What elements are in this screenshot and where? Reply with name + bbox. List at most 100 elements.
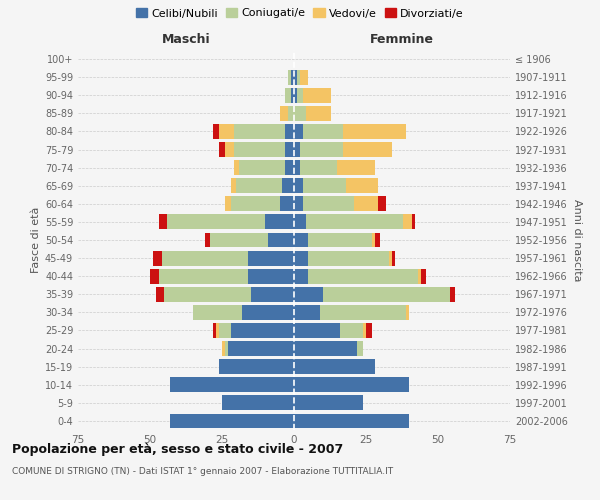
Bar: [308, 269, 418, 283]
Bar: [294, 323, 340, 338]
Bar: [248, 250, 294, 266]
Bar: [156, 287, 164, 302]
Bar: [300, 142, 343, 157]
Bar: [412, 214, 415, 230]
Bar: [219, 359, 294, 374]
Bar: [302, 88, 331, 102]
Bar: [294, 70, 297, 84]
Bar: [297, 88, 302, 102]
Bar: [225, 341, 228, 356]
Bar: [305, 106, 331, 121]
Bar: [358, 341, 363, 356]
Bar: [294, 378, 409, 392]
Bar: [214, 124, 219, 139]
Bar: [294, 196, 302, 211]
Bar: [308, 250, 389, 266]
Bar: [251, 287, 294, 302]
Bar: [193, 305, 242, 320]
Bar: [377, 196, 386, 211]
Y-axis label: Anni di nascita: Anni di nascita: [572, 198, 582, 281]
Bar: [389, 250, 392, 266]
Bar: [233, 142, 286, 157]
Bar: [230, 323, 294, 338]
Bar: [294, 142, 300, 157]
Bar: [286, 160, 294, 175]
Text: Femmine: Femmine: [370, 34, 434, 46]
Bar: [337, 160, 374, 175]
Bar: [294, 305, 320, 320]
Bar: [225, 142, 233, 157]
Bar: [219, 124, 233, 139]
Bar: [372, 232, 374, 248]
Bar: [280, 106, 288, 121]
Bar: [294, 160, 300, 175]
Bar: [300, 160, 337, 175]
Bar: [294, 396, 363, 410]
Bar: [294, 414, 409, 428]
Bar: [222, 396, 294, 410]
Bar: [320, 305, 406, 320]
Bar: [363, 323, 366, 338]
Bar: [294, 88, 297, 102]
Bar: [294, 250, 308, 266]
Bar: [403, 214, 412, 230]
Bar: [286, 124, 294, 139]
Bar: [211, 232, 268, 248]
Text: Popolazione per età, sesso e stato civile - 2007: Popolazione per età, sesso e stato civil…: [12, 442, 343, 456]
Bar: [219, 323, 230, 338]
Bar: [308, 232, 372, 248]
Bar: [153, 250, 161, 266]
Bar: [233, 160, 239, 175]
Bar: [230, 196, 280, 211]
Bar: [286, 88, 291, 102]
Bar: [280, 196, 294, 211]
Bar: [265, 214, 294, 230]
Bar: [164, 287, 251, 302]
Bar: [294, 214, 305, 230]
Bar: [216, 323, 219, 338]
Bar: [346, 178, 377, 193]
Bar: [268, 232, 294, 248]
Bar: [392, 250, 395, 266]
Bar: [288, 70, 291, 84]
Bar: [355, 196, 377, 211]
Bar: [406, 305, 409, 320]
Bar: [222, 341, 225, 356]
Text: Maschi: Maschi: [161, 34, 211, 46]
Bar: [205, 232, 211, 248]
Bar: [294, 178, 302, 193]
Bar: [291, 70, 294, 84]
Bar: [421, 269, 427, 283]
Bar: [219, 142, 225, 157]
Bar: [294, 359, 374, 374]
Y-axis label: Fasce di età: Fasce di età: [31, 207, 41, 273]
Bar: [150, 269, 158, 283]
Bar: [242, 305, 294, 320]
Bar: [228, 341, 294, 356]
Bar: [343, 124, 406, 139]
Bar: [294, 232, 308, 248]
Bar: [305, 214, 403, 230]
Bar: [288, 106, 294, 121]
Bar: [283, 178, 294, 193]
Bar: [343, 142, 392, 157]
Bar: [158, 214, 167, 230]
Bar: [302, 196, 355, 211]
Bar: [158, 269, 248, 283]
Bar: [449, 287, 455, 302]
Bar: [161, 250, 248, 266]
Bar: [294, 106, 305, 121]
Legend: Celibi/Nubili, Coniugati/e, Vedovi/e, Divorziati/e: Celibi/Nubili, Coniugati/e, Vedovi/e, Di…: [136, 8, 464, 18]
Bar: [374, 232, 380, 248]
Bar: [302, 124, 343, 139]
Bar: [302, 178, 346, 193]
Bar: [170, 414, 294, 428]
Bar: [294, 287, 323, 302]
Bar: [167, 214, 265, 230]
Bar: [366, 323, 372, 338]
Text: COMUNE DI STRIGNO (TN) - Dati ISTAT 1° gennaio 2007 - Elaborazione TUTTITALIA.IT: COMUNE DI STRIGNO (TN) - Dati ISTAT 1° g…: [12, 468, 393, 476]
Bar: [294, 341, 358, 356]
Bar: [340, 323, 363, 338]
Bar: [294, 124, 302, 139]
Bar: [291, 88, 294, 102]
